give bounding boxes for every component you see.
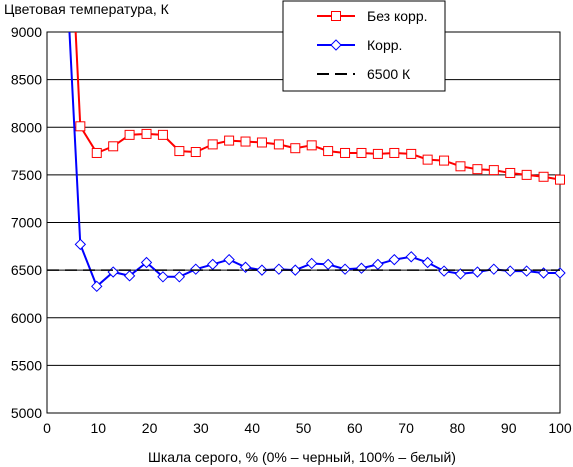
data-point xyxy=(389,147,400,158)
data-point xyxy=(330,39,342,51)
data-point xyxy=(273,139,284,150)
legend-label: Корр. xyxy=(367,37,402,53)
y-tick-label: 6500 xyxy=(11,262,42,278)
data-point xyxy=(388,253,401,266)
data-point xyxy=(224,135,235,146)
legend-label: 6500 К xyxy=(367,66,411,82)
data-point xyxy=(290,143,301,154)
data-point xyxy=(108,141,119,152)
y-tick-label: 8000 xyxy=(11,119,42,135)
data-point xyxy=(207,139,218,150)
y-tick-label: 7000 xyxy=(11,215,42,231)
legend: Без корр. Корр. 6500 К xyxy=(282,0,446,92)
data-point xyxy=(455,161,466,172)
grid xyxy=(47,79,560,366)
y-tick-labels: 5000 5500 6000 6500 7000 7500 8000 8500 9000 xyxy=(11,24,42,421)
legend-box xyxy=(282,0,446,92)
x-tick-label: 70 xyxy=(398,420,414,436)
y-axis-title: Цветовая температура, К xyxy=(4,1,170,17)
data-point xyxy=(488,263,500,275)
data-point xyxy=(504,265,516,277)
data-point xyxy=(206,258,219,271)
data-point xyxy=(340,147,351,158)
data-point xyxy=(454,268,467,280)
x-tick-label: 50 xyxy=(296,420,312,436)
data-point xyxy=(190,263,202,275)
x-tick-label: 40 xyxy=(244,420,260,436)
data-point xyxy=(520,265,533,277)
data-point xyxy=(140,256,153,269)
data-point xyxy=(356,147,367,158)
data-point xyxy=(339,263,351,275)
data-point xyxy=(91,147,102,158)
data-point xyxy=(421,256,434,269)
x-tick-label: 60 xyxy=(347,420,363,436)
data-point xyxy=(331,11,341,21)
data-point xyxy=(240,136,251,147)
x-tick-label: 0 xyxy=(43,420,51,436)
data-point xyxy=(555,174,565,185)
data-point xyxy=(521,169,532,180)
data-point xyxy=(422,154,433,165)
legend-item: Корр. xyxy=(317,37,402,53)
data-point xyxy=(173,271,186,283)
data-point xyxy=(157,129,168,140)
x-tick-labels: 0 10 20 30 40 50 60 70 80 90 100 xyxy=(43,420,572,436)
data-point xyxy=(174,146,185,157)
data-point xyxy=(306,257,318,270)
data-point xyxy=(372,258,384,271)
data-point xyxy=(157,271,169,283)
x-tick-label: 10 xyxy=(91,420,107,436)
x-axis-title: Шкала серого, % (0% – черный, 100% – бел… xyxy=(148,449,456,465)
data-point xyxy=(74,238,87,251)
legend-item: 6500 К xyxy=(317,66,411,82)
data-point xyxy=(405,251,417,263)
data-point xyxy=(256,264,268,276)
series-1 xyxy=(74,32,565,185)
data-point xyxy=(91,280,103,293)
y-tick-label: 7500 xyxy=(11,167,42,183)
legend-label: Без корр. xyxy=(367,8,428,24)
y-tick-label: 8500 xyxy=(11,72,42,88)
data-point xyxy=(488,165,499,176)
x-tick-label: 80 xyxy=(450,420,466,436)
data-point xyxy=(439,155,450,166)
data-point xyxy=(406,148,417,159)
x-tick-label: 90 xyxy=(501,420,517,436)
y-tick-label: 6000 xyxy=(11,310,42,326)
data-point xyxy=(538,171,549,182)
data-point xyxy=(124,129,135,140)
data-point xyxy=(372,148,383,159)
data-point xyxy=(438,265,450,277)
data-point xyxy=(323,146,334,157)
data-point xyxy=(123,270,136,282)
data-point xyxy=(472,164,483,175)
data-point xyxy=(75,121,86,132)
y-tick-label: 9000 xyxy=(11,24,42,40)
data-point xyxy=(190,147,201,158)
data-point xyxy=(223,253,235,266)
data-point xyxy=(471,266,484,278)
x-tick-label: 20 xyxy=(142,420,158,436)
data-point xyxy=(322,258,334,271)
legend-item: Без корр. xyxy=(317,8,428,24)
data-point xyxy=(141,128,152,139)
x-tick-label: 100 xyxy=(548,420,572,436)
data-point xyxy=(256,137,267,148)
y-tick-label: 5000 xyxy=(11,405,42,421)
series-layer xyxy=(47,32,566,293)
y-tick-label: 5500 xyxy=(11,357,42,373)
data-point xyxy=(273,263,285,275)
data-point xyxy=(289,264,301,276)
data-point xyxy=(505,167,516,178)
data-point xyxy=(355,262,368,274)
data-point xyxy=(306,140,317,151)
x-tick-label: 30 xyxy=(193,420,209,436)
